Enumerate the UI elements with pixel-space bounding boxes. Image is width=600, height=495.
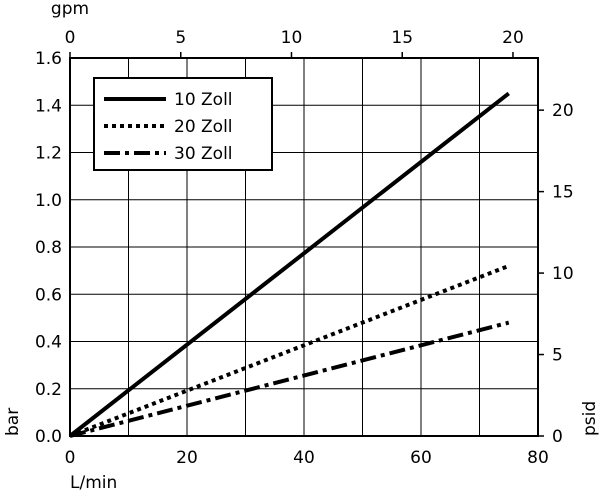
- x-tick-label: 40: [293, 448, 315, 468]
- right-tick-label: 20: [552, 101, 574, 121]
- y-tick-label: 1.0: [35, 191, 62, 211]
- grid: [70, 58, 538, 436]
- series-line: [69, 320, 510, 438]
- y-tick-label: 0.0: [35, 427, 62, 447]
- right-tick-label: 10: [552, 264, 574, 284]
- plot-frame: [69, 57, 539, 437]
- series-layer: [68, 91, 510, 438]
- x-axis-title: L/min: [70, 473, 117, 493]
- legend-label: 20 Zoll: [174, 117, 233, 137]
- tick-labels: 0 20 40 60 800.00.20.40.60.81.01.21.41.60 5 10…: [35, 28, 574, 468]
- legend-label: 10 Zoll: [174, 90, 233, 110]
- y-tick-label: 1.2: [35, 144, 62, 164]
- x-tick-label: 20: [176, 448, 198, 468]
- y-tick-label: 0.6: [35, 285, 62, 305]
- right-tick-label: 0: [552, 427, 563, 447]
- right-tick-label: 15: [552, 183, 574, 203]
- top-tick-label: 0: [65, 28, 76, 48]
- legend-label: 30 Zoll: [174, 144, 233, 164]
- right-axis-title: psid: [580, 401, 600, 436]
- y-axis-title: bar: [3, 408, 23, 436]
- top-tick-label: 20: [502, 28, 524, 48]
- top-tick-label: 10: [281, 28, 303, 48]
- top-tick-label: 5: [175, 28, 186, 48]
- legend: 10 Zoll 20 Zoll 30 Zoll: [93, 77, 273, 171]
- y-tick-label: 0.4: [35, 333, 62, 353]
- y-tick-label: 0.8: [35, 238, 62, 258]
- series-line: [69, 264, 510, 438]
- y-tick-label: 1.6: [35, 49, 62, 69]
- y-tick-label: 1.4: [35, 96, 62, 116]
- x-tick-label: 60: [410, 448, 432, 468]
- top-tick-label: 15: [391, 28, 413, 48]
- series-line: [68, 91, 510, 438]
- top-axis-title: gpm: [51, 0, 89, 19]
- x-tick-label: 80: [527, 448, 549, 468]
- right-tick-label: 5: [552, 346, 563, 366]
- y-tick-label: 0.2: [35, 380, 62, 400]
- x-tick-label: 0: [65, 448, 76, 468]
